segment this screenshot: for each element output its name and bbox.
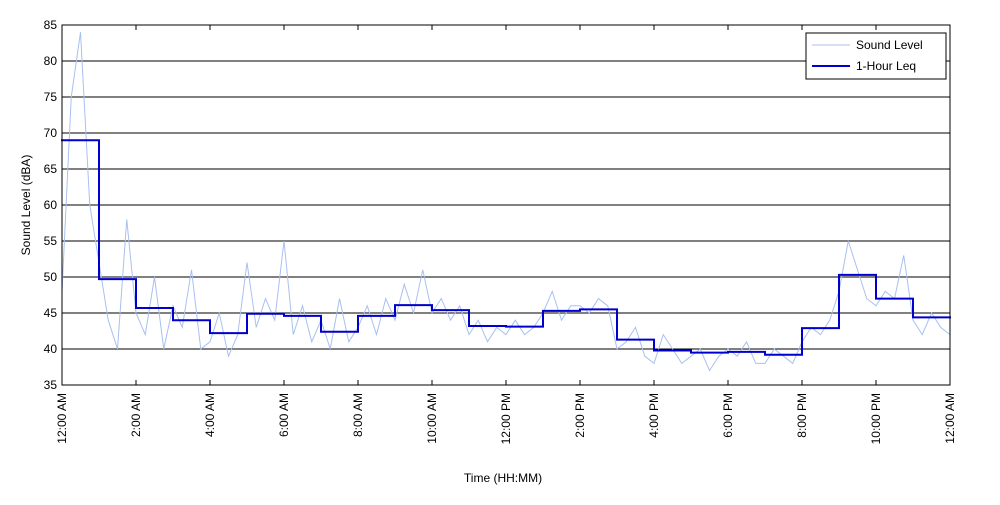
x-tick-label: 2:00 PM bbox=[573, 393, 587, 438]
x-tick-label: 8:00 PM bbox=[795, 393, 809, 438]
legend-box bbox=[805, 32, 947, 80]
x-tick-label: 6:00 PM bbox=[721, 393, 735, 438]
y-tick-label: 35 bbox=[44, 378, 58, 392]
y-tick-label: 75 bbox=[44, 90, 58, 104]
x-tick-label: 12:00 AM bbox=[55, 393, 69, 444]
x-tick-label: 12:00 AM bbox=[943, 393, 957, 444]
y-tick-label: 65 bbox=[44, 162, 58, 176]
y-tick-label: 85 bbox=[44, 18, 58, 32]
x-tick-label: 4:00 PM bbox=[647, 393, 661, 438]
y-tick-label: 55 bbox=[44, 234, 58, 248]
y-axis-label: Sound Level (dBA) bbox=[19, 155, 33, 256]
x-axis-label: Time (HH:MM) bbox=[464, 471, 542, 485]
y-tick-label: 50 bbox=[44, 270, 58, 284]
plot-frame bbox=[61, 24, 951, 386]
x-tick-label: 10:00 AM bbox=[425, 393, 439, 444]
y-tick-label: 60 bbox=[44, 198, 58, 212]
y-tick-label: 70 bbox=[44, 126, 58, 140]
x-tick-label: 12:00 PM bbox=[499, 393, 513, 444]
x-tick-label: 10:00 PM bbox=[869, 393, 883, 444]
x-tick-label: 8:00 AM bbox=[351, 393, 365, 437]
x-tick-label: 4:00 AM bbox=[203, 393, 217, 437]
y-tick-label: 45 bbox=[44, 306, 58, 320]
y-tick-label: 80 bbox=[44, 54, 58, 68]
legend-label: Sound Level bbox=[856, 38, 923, 52]
x-tick-label: 6:00 AM bbox=[277, 393, 291, 437]
y-tick-label: 40 bbox=[44, 342, 58, 356]
legend-label: 1-Hour Leq bbox=[856, 59, 916, 73]
x-tick-label: 2:00 AM bbox=[129, 393, 143, 437]
